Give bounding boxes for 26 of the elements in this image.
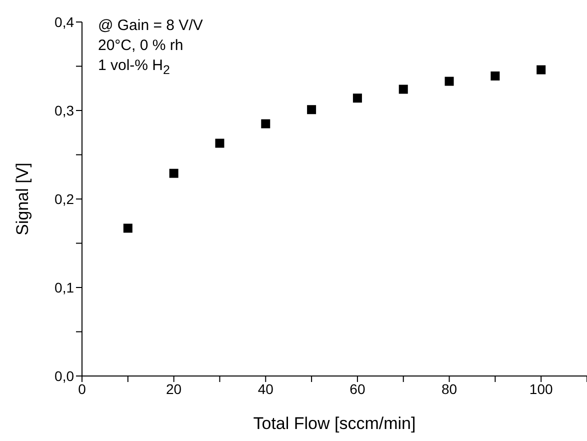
point xyxy=(307,105,316,114)
point xyxy=(123,224,132,233)
x-tick-label: 100 xyxy=(529,380,553,397)
point xyxy=(169,168,178,178)
annotation: 1 vol-% H$_{2}$ xyxy=(98,56,171,79)
y-tick-label: 0,2 xyxy=(54,190,74,207)
y-tick-label: 0,0 xyxy=(54,368,74,384)
x-tick-label: 60 xyxy=(350,380,366,397)
y-tick-label: 0,3 xyxy=(54,102,74,118)
x-tick-label: 80 xyxy=(441,380,458,397)
annotation: 20°C, 0 % rh xyxy=(98,36,184,56)
annotation: @ Gain = 8 V/V xyxy=(98,16,203,36)
point xyxy=(352,94,362,103)
point xyxy=(261,119,270,128)
point xyxy=(536,65,546,74)
x-tick-label: 40 xyxy=(258,380,274,397)
y-tick-label: 0,1 xyxy=(54,279,74,296)
x-axis-title: Total Flow [sccm/min] xyxy=(253,414,416,433)
point xyxy=(398,84,408,94)
y-tick-label: 0,4 xyxy=(54,14,74,30)
point xyxy=(215,138,224,148)
x-tick-label: 0 xyxy=(78,380,86,397)
point xyxy=(490,71,500,80)
x-tick-label: 20 xyxy=(166,380,182,397)
y-axis-title: Signal [V] xyxy=(13,162,32,236)
point xyxy=(444,76,454,86)
